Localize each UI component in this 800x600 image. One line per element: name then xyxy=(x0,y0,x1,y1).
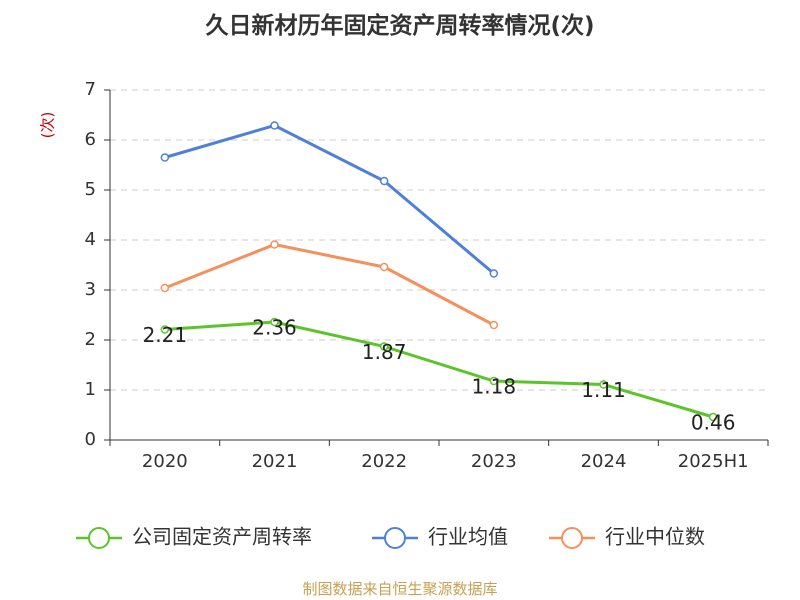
legend-label: 公司固定资产周转率 xyxy=(132,525,312,549)
chart-title: 久日新材历年固定资产周转率情况(次) xyxy=(205,13,595,39)
data-label: 1.11 xyxy=(581,378,626,402)
legend-marker-icon xyxy=(88,527,110,549)
legend-label: 行业均值 xyxy=(428,525,508,549)
data-point xyxy=(708,412,718,422)
data-point xyxy=(270,240,279,249)
legend-marker-icon xyxy=(384,527,406,549)
legend-item[interactable]: 公司固定资产周转率 xyxy=(76,525,312,549)
x-tick-label: 2025H1 xyxy=(678,451,749,472)
y-tick-label: 6 xyxy=(85,129,96,150)
y-tick-label: 3 xyxy=(85,279,96,300)
x-tick-label: 2024 xyxy=(581,451,627,472)
data-label: 2.21 xyxy=(143,323,188,347)
data-point xyxy=(270,317,279,327)
y-tick-label: 5 xyxy=(85,179,96,200)
data-point xyxy=(379,342,389,351)
data-point xyxy=(270,121,279,130)
data-point xyxy=(160,283,170,293)
data-label: 1.18 xyxy=(472,375,517,399)
x-tick-label: 2020 xyxy=(142,451,188,472)
data-label: 1.87 xyxy=(362,340,407,364)
legend[interactable]: 公司固定资产周转率 行业均值 行业中位数 xyxy=(76,525,705,549)
legend-marker-icon xyxy=(561,527,583,549)
data-point xyxy=(379,262,389,272)
axes: 0 1 2 3 4 5 6 7 2020 2021 2022 2023 2024 2025H1 xyxy=(85,79,769,472)
x-tick-label: 2022 xyxy=(361,451,407,472)
legend-label: 行业中位数 xyxy=(605,525,705,549)
data-point xyxy=(160,153,170,162)
series-lines xyxy=(160,121,718,422)
y-tick-label: 7 xyxy=(85,79,96,100)
x-tick-label: 2021 xyxy=(252,451,298,472)
grid-lines xyxy=(110,89,768,391)
legend-item[interactable]: 行业均值 xyxy=(372,525,508,549)
y-tick-label: 0 xyxy=(85,429,96,450)
series-line-0 xyxy=(164,320,714,419)
data-label: 2.36 xyxy=(252,316,297,340)
legend-item[interactable]: 行业中位数 xyxy=(549,525,705,549)
y-tick-label: 2 xyxy=(85,329,96,350)
series-line-2 xyxy=(164,243,495,327)
data-point xyxy=(489,320,499,330)
data-point xyxy=(489,376,499,386)
data-label: 0.46 xyxy=(691,411,736,435)
data-point xyxy=(379,176,389,186)
source-note: 制图数据来自恒生聚源数据库 xyxy=(302,580,498,598)
data-point xyxy=(160,325,170,334)
y-axis-unit-label: (次) xyxy=(39,112,57,139)
x-tick-label: 2023 xyxy=(471,451,517,472)
y-tick-label: 4 xyxy=(85,229,96,250)
data-labels: 2.21 2.36 1.87 1.18 1.11 0.46 xyxy=(143,316,736,435)
y-tick-label: 1 xyxy=(85,379,96,400)
series-line-1 xyxy=(164,124,495,275)
data-point xyxy=(599,380,608,389)
data-point xyxy=(489,269,499,278)
